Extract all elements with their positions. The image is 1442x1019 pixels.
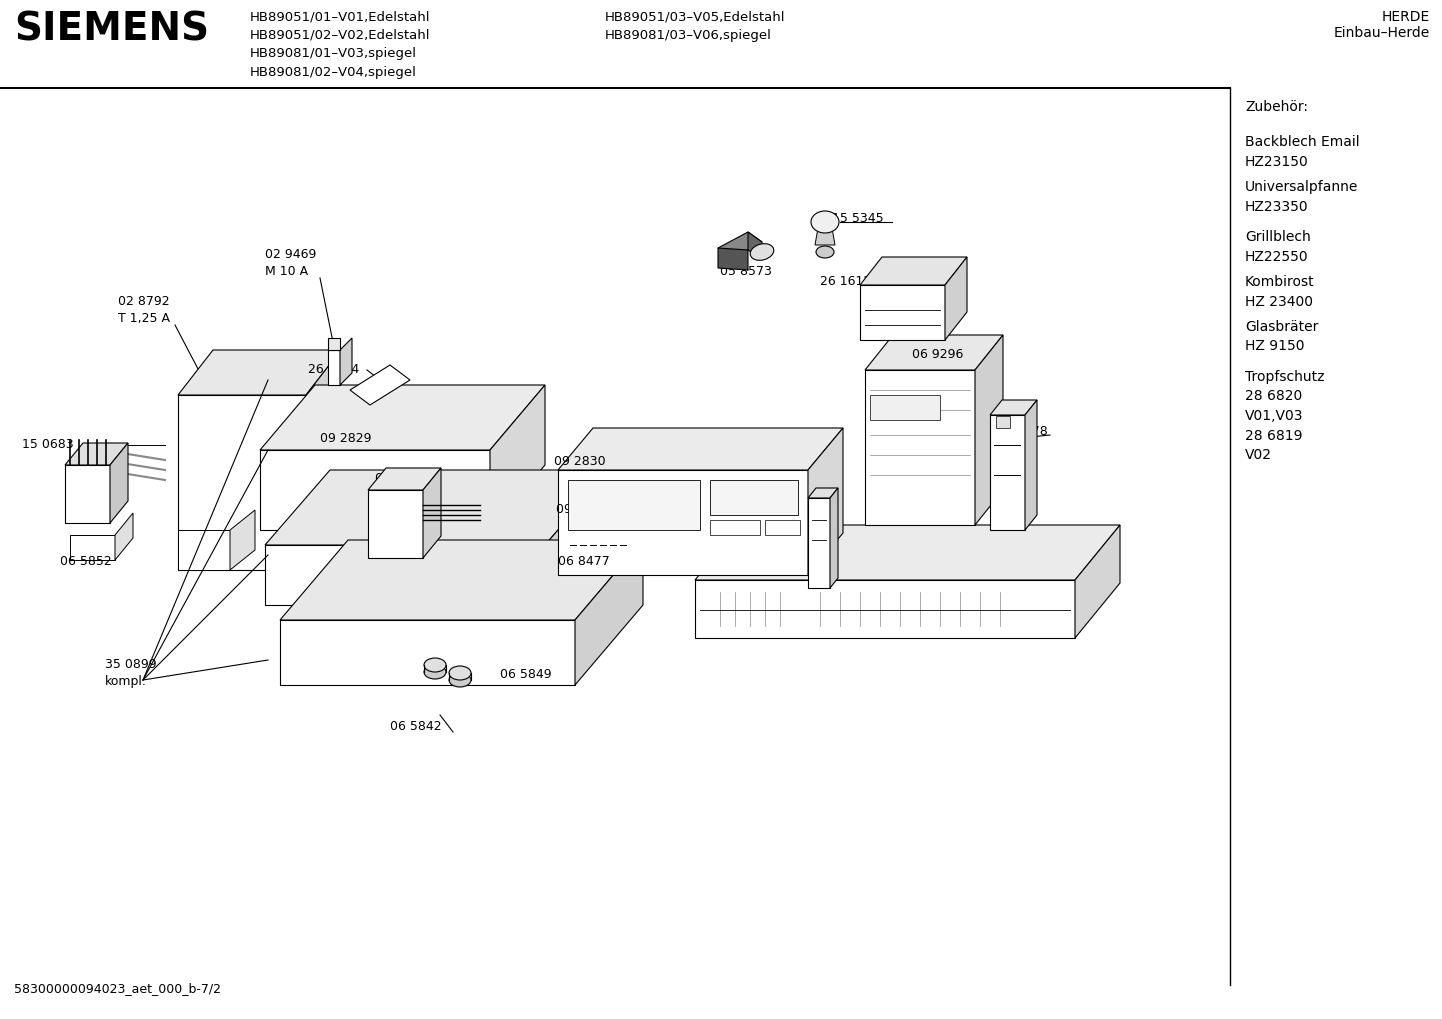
Polygon shape xyxy=(718,248,748,270)
Text: 09 2830: 09 2830 xyxy=(554,455,606,468)
Polygon shape xyxy=(859,257,968,285)
Text: 06 5842: 06 5842 xyxy=(389,720,441,733)
Ellipse shape xyxy=(448,666,472,680)
Polygon shape xyxy=(975,335,1004,525)
Polygon shape xyxy=(991,400,1037,415)
Text: 15 5345: 15 5345 xyxy=(832,212,884,225)
Polygon shape xyxy=(545,470,610,605)
Ellipse shape xyxy=(448,673,472,687)
Polygon shape xyxy=(991,415,1025,530)
Ellipse shape xyxy=(816,246,833,258)
Polygon shape xyxy=(870,395,940,420)
Text: 09 4568: 09 4568 xyxy=(557,503,607,516)
Ellipse shape xyxy=(750,244,774,260)
Text: 26 3444: 26 3444 xyxy=(309,363,359,376)
Polygon shape xyxy=(177,350,340,395)
Polygon shape xyxy=(177,530,231,570)
Text: Grillblech
HZ22550: Grillblech HZ22550 xyxy=(1244,230,1311,264)
Text: 06 5852: 06 5852 xyxy=(61,555,111,568)
Text: Zubehör:: Zubehör: xyxy=(1244,100,1308,114)
Polygon shape xyxy=(327,338,340,350)
Text: Universalpfanne
HZ23350: Universalpfanne HZ23350 xyxy=(1244,180,1358,214)
Text: 15 0683: 15 0683 xyxy=(22,438,74,451)
Text: HB89051/01–V01,Edelstahl
HB89051/02–V02,Edelstahl
HB89081/01–V03,spiegel
HB89081: HB89051/01–V01,Edelstahl HB89051/02–V02,… xyxy=(249,10,431,78)
Polygon shape xyxy=(115,513,133,560)
Text: 58300000094023_aet_000_b-7/2: 58300000094023_aet_000_b-7/2 xyxy=(14,982,221,995)
Polygon shape xyxy=(71,535,115,560)
Polygon shape xyxy=(1025,400,1037,530)
Text: 06 5843: 06 5843 xyxy=(375,472,427,485)
Polygon shape xyxy=(709,520,760,535)
Polygon shape xyxy=(65,465,110,523)
Ellipse shape xyxy=(424,658,446,672)
Polygon shape xyxy=(695,580,1074,638)
Ellipse shape xyxy=(424,665,446,679)
Polygon shape xyxy=(558,428,844,470)
Polygon shape xyxy=(575,540,643,685)
Polygon shape xyxy=(568,480,699,530)
Text: 35 0899
kompl.: 35 0899 kompl. xyxy=(105,658,157,688)
Polygon shape xyxy=(327,350,340,385)
Polygon shape xyxy=(859,285,945,340)
Ellipse shape xyxy=(810,211,839,233)
Polygon shape xyxy=(368,468,441,490)
Polygon shape xyxy=(177,395,306,570)
Text: 06 9296: 06 9296 xyxy=(911,348,963,361)
Polygon shape xyxy=(945,257,968,340)
Polygon shape xyxy=(423,468,441,558)
Polygon shape xyxy=(815,228,835,245)
Text: 02 8792
T 1,25 A: 02 8792 T 1,25 A xyxy=(118,294,170,325)
Polygon shape xyxy=(808,428,844,575)
Polygon shape xyxy=(280,540,643,620)
Polygon shape xyxy=(831,488,838,588)
Polygon shape xyxy=(996,416,1009,428)
Text: 09 2829: 09 2829 xyxy=(320,432,372,445)
Polygon shape xyxy=(368,490,423,558)
Polygon shape xyxy=(709,480,797,515)
Polygon shape xyxy=(695,525,1120,580)
Polygon shape xyxy=(558,470,808,575)
Polygon shape xyxy=(350,365,410,405)
Text: 06 8478: 06 8478 xyxy=(996,425,1048,438)
Polygon shape xyxy=(808,488,838,498)
Polygon shape xyxy=(1074,525,1120,638)
Text: Glasbräter
HZ 9150: Glasbräter HZ 9150 xyxy=(1244,320,1318,354)
Text: Backblech Email
HZ23150: Backblech Email HZ23150 xyxy=(1244,135,1360,168)
Text: Kombirost
HZ 23400: Kombirost HZ 23400 xyxy=(1244,275,1315,309)
Text: 26 1612: 26 1612 xyxy=(820,275,871,288)
Text: 06 8477: 06 8477 xyxy=(558,555,610,568)
Polygon shape xyxy=(280,620,575,685)
Polygon shape xyxy=(865,370,975,525)
Polygon shape xyxy=(65,443,128,465)
Text: Einbau–Herde: Einbau–Herde xyxy=(1334,26,1430,40)
Text: HERDE: HERDE xyxy=(1381,10,1430,24)
Polygon shape xyxy=(490,385,545,530)
Polygon shape xyxy=(340,338,352,385)
Polygon shape xyxy=(748,232,761,260)
Text: SIEMENS: SIEMENS xyxy=(14,10,209,48)
Polygon shape xyxy=(260,385,545,450)
Polygon shape xyxy=(110,443,128,523)
Text: HB89051/03–V05,Edelstahl
HB89081/03–V06,spiegel: HB89051/03–V05,Edelstahl HB89081/03–V06,… xyxy=(606,10,786,42)
Text: 05 8573: 05 8573 xyxy=(720,265,771,278)
Text: 06 5849: 06 5849 xyxy=(500,668,552,681)
Polygon shape xyxy=(265,470,610,545)
Polygon shape xyxy=(766,520,800,535)
Polygon shape xyxy=(865,335,1004,370)
Polygon shape xyxy=(808,498,831,588)
Polygon shape xyxy=(231,510,255,570)
Text: Tropfschutz
28 6820
V01,V03
28 6819
V02: Tropfschutz 28 6820 V01,V03 28 6819 V02 xyxy=(1244,370,1325,462)
Polygon shape xyxy=(718,232,761,258)
Text: 02 9469
M 10 A: 02 9469 M 10 A xyxy=(265,248,316,278)
Polygon shape xyxy=(265,545,545,605)
Polygon shape xyxy=(306,350,340,570)
Polygon shape xyxy=(260,450,490,530)
